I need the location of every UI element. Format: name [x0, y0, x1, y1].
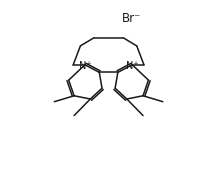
Text: Br⁻: Br⁻: [122, 12, 141, 25]
Text: N⁺: N⁺: [79, 61, 91, 71]
Text: N⁺: N⁺: [126, 61, 139, 71]
